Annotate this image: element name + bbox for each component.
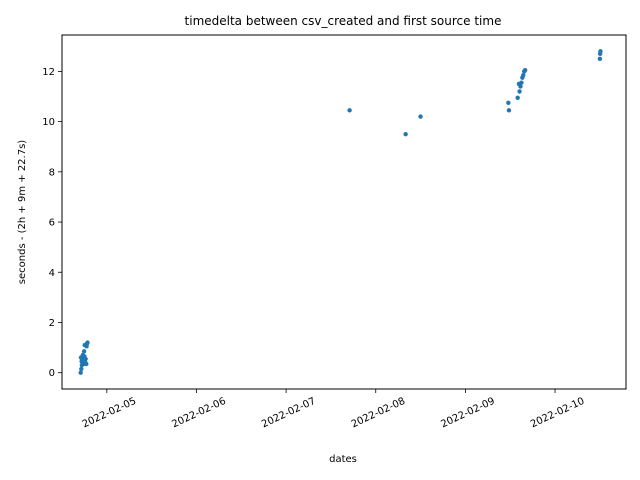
data-point xyxy=(516,81,522,87)
x-tick-label: 2022-02-08 xyxy=(350,396,407,431)
y-tick-label: 6 xyxy=(49,218,55,229)
data-point xyxy=(83,356,88,362)
x-tick-label: 2022-02-07 xyxy=(260,396,317,431)
y-tick-label: 0 xyxy=(49,368,55,379)
data-point xyxy=(506,100,511,105)
data-point xyxy=(418,114,423,119)
x-tick-label: 2022-02-09 xyxy=(439,396,496,431)
x-tick-label: 2022-02-06 xyxy=(170,396,227,431)
y-tick-label: 4 xyxy=(49,268,55,279)
y-tick-label: 10 xyxy=(42,117,55,128)
points-layer xyxy=(78,49,603,375)
data-point xyxy=(521,72,526,78)
y-tick-label: 2 xyxy=(49,318,55,329)
x-axis-label: dates xyxy=(329,454,357,465)
data-point xyxy=(597,56,603,62)
data-point xyxy=(517,89,522,94)
data-point xyxy=(83,361,88,367)
data-point xyxy=(78,370,83,375)
data-point xyxy=(81,349,87,354)
data-point xyxy=(79,366,84,372)
y-axis-label: seconds - (2h + 9m + 22.7s) xyxy=(17,140,28,284)
y-tick-label: 12 xyxy=(42,67,55,78)
x-axis: 2022-02-05 2022-02-06 2022-02-07 2022-02-08… xyxy=(81,389,586,431)
data-point xyxy=(403,131,408,137)
data-point xyxy=(515,95,520,100)
y-tick-label: 8 xyxy=(49,167,55,178)
data-point xyxy=(598,49,603,54)
data-point xyxy=(522,67,528,73)
plot-area-frame xyxy=(61,34,627,390)
data-point xyxy=(506,108,512,113)
x-tick-label: 2022-02-05 xyxy=(81,396,138,431)
y-axis: 0 2 4 6 8 10 12 xyxy=(42,67,62,379)
data-point xyxy=(84,344,89,349)
data-point xyxy=(347,108,352,113)
chart-title: timedelta between csv_created and first … xyxy=(185,14,502,28)
x-tick-label: 2022-02-10 xyxy=(529,396,586,431)
data-point xyxy=(78,355,84,360)
data-point xyxy=(85,340,90,345)
